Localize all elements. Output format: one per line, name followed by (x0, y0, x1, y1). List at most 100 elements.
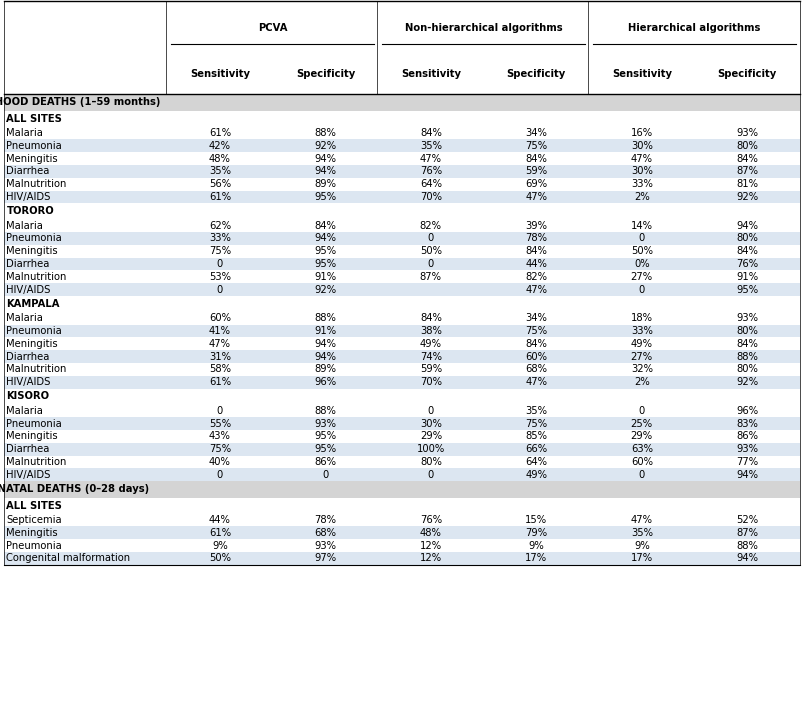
Text: 87%: 87% (736, 166, 757, 176)
Text: 49%: 49% (630, 339, 652, 349)
Text: 12%: 12% (419, 554, 442, 563)
Bar (4, 312, 799, 324)
Text: 93%: 93% (314, 418, 336, 429)
Text: 35%: 35% (209, 166, 230, 176)
Text: 91%: 91% (314, 272, 336, 282)
Text: Meningitis: Meningitis (6, 154, 58, 163)
Text: 66%: 66% (524, 444, 547, 454)
Bar (4, 203, 799, 219)
Bar (4, 257, 799, 270)
Text: Malaria: Malaria (6, 406, 43, 416)
Text: 84%: 84% (314, 221, 336, 231)
Text: Diarrhea: Diarrhea (6, 259, 50, 269)
Text: Sensitivity: Sensitivity (401, 69, 460, 79)
Text: 92%: 92% (736, 377, 757, 387)
Text: Specificity: Specificity (296, 69, 355, 79)
Text: ALL SITES: ALL SITES (6, 500, 62, 510)
Text: HIV/AIDS: HIV/AIDS (6, 470, 51, 480)
Text: 76%: 76% (736, 259, 757, 269)
Text: 70%: 70% (419, 377, 442, 387)
Text: 84%: 84% (419, 128, 441, 138)
Text: 60%: 60% (630, 457, 652, 467)
Text: 42%: 42% (209, 141, 230, 151)
Text: 95%: 95% (314, 259, 336, 269)
Text: 84%: 84% (524, 154, 547, 163)
Text: 87%: 87% (736, 528, 757, 538)
Text: Meningitis: Meningitis (6, 246, 58, 256)
Text: 95%: 95% (314, 431, 336, 441)
Text: 75%: 75% (524, 326, 547, 336)
Text: 47%: 47% (630, 154, 652, 163)
Text: 75%: 75% (209, 444, 230, 454)
Text: 0: 0 (217, 259, 222, 269)
Text: 60%: 60% (524, 352, 547, 362)
Text: 0: 0 (322, 470, 328, 480)
Text: 91%: 91% (314, 326, 336, 336)
Text: 83%: 83% (736, 418, 757, 429)
Text: 60%: 60% (209, 313, 230, 323)
Text: 61%: 61% (209, 528, 230, 538)
Text: 44%: 44% (524, 259, 547, 269)
Text: 34%: 34% (524, 313, 547, 323)
Text: 16%: 16% (630, 128, 652, 138)
Text: 29%: 29% (419, 431, 442, 441)
Text: 59%: 59% (419, 365, 442, 375)
Text: 38%: 38% (419, 326, 441, 336)
Bar (4, 219, 799, 232)
Bar (4, 376, 799, 388)
Text: 47%: 47% (524, 377, 547, 387)
Text: Diarrhea: Diarrhea (6, 444, 50, 454)
Text: Diarrhea: Diarrhea (6, 166, 50, 176)
Text: 2%: 2% (633, 192, 649, 202)
Text: Meningitis: Meningitis (6, 528, 58, 538)
Text: 94%: 94% (314, 339, 336, 349)
Bar (4, 404, 799, 417)
Text: 0: 0 (217, 406, 222, 416)
Text: 84%: 84% (736, 339, 757, 349)
Text: 9%: 9% (633, 541, 649, 551)
Bar (4, 127, 799, 139)
Text: 68%: 68% (524, 365, 547, 375)
Text: 78%: 78% (524, 234, 547, 243)
Text: 59%: 59% (524, 166, 547, 176)
Text: 61%: 61% (209, 192, 230, 202)
Text: 0: 0 (217, 285, 222, 295)
Text: 9%: 9% (212, 541, 227, 551)
Bar (4, 388, 799, 404)
Bar (4, 513, 799, 526)
Bar (4, 165, 799, 178)
Text: 30%: 30% (419, 418, 441, 429)
Text: 48%: 48% (419, 528, 441, 538)
Text: 88%: 88% (314, 406, 336, 416)
Text: 95%: 95% (314, 192, 336, 202)
Text: 80%: 80% (736, 141, 757, 151)
Text: Malaria: Malaria (6, 128, 43, 138)
Text: 64%: 64% (524, 457, 547, 467)
Text: 89%: 89% (314, 179, 336, 189)
Text: 96%: 96% (736, 406, 757, 416)
Text: 94%: 94% (314, 352, 336, 362)
Text: Specificity: Specificity (506, 69, 565, 79)
Text: HIV/AIDS: HIV/AIDS (6, 285, 51, 295)
Bar (4, 191, 799, 203)
Text: 85%: 85% (524, 431, 547, 441)
Text: 84%: 84% (524, 339, 547, 349)
Text: 53%: 53% (209, 272, 230, 282)
Text: 40%: 40% (209, 457, 230, 467)
Text: 84%: 84% (524, 246, 547, 256)
Bar (4, 139, 799, 152)
Text: 50%: 50% (630, 246, 652, 256)
Text: 39%: 39% (524, 221, 547, 231)
Text: 31%: 31% (209, 352, 230, 362)
Text: Malnutrition: Malnutrition (6, 457, 67, 467)
Bar (4, 178, 799, 191)
Text: 87%: 87% (419, 272, 442, 282)
Text: 27%: 27% (630, 272, 652, 282)
Text: 43%: 43% (209, 431, 230, 441)
Text: Pneumonia: Pneumonia (6, 326, 62, 336)
Text: 56%: 56% (209, 179, 230, 189)
Text: 41%: 41% (209, 326, 230, 336)
Text: CHILDHOOD DEATHS (1–59 months): CHILDHOOD DEATHS (1–59 months) (0, 98, 161, 107)
Text: 97%: 97% (314, 554, 336, 563)
Text: KISORO: KISORO (6, 391, 50, 401)
